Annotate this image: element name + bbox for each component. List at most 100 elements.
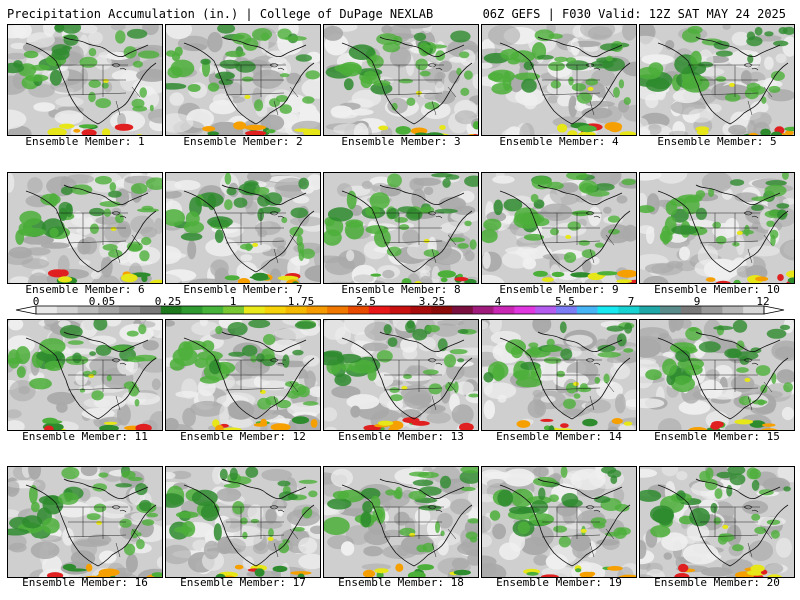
colorbar-swatch [722, 306, 744, 314]
ensemble-map-3[interactable] [323, 24, 479, 136]
header: Precipitation Accumulation (in.) | Colle… [0, 0, 800, 24]
precip-map [482, 467, 636, 577]
colorbar-tick-label: 7 [627, 295, 635, 308]
precip-map [166, 173, 320, 283]
ensemble-member-label: Ensemble Member: 17 [180, 576, 306, 589]
colorbar-swatch [389, 306, 411, 314]
ensemble-member-label: Ensemble Member: 12 [180, 430, 306, 443]
ensemble-map-16[interactable] [7, 466, 163, 578]
ensemble-map-14[interactable] [481, 319, 637, 431]
colorbar-tick-label: 2.5 [356, 295, 376, 308]
colorbar-swatch [597, 306, 619, 314]
precip-map [324, 467, 478, 577]
colorbar-swatch [36, 306, 58, 314]
ensemble-map-7[interactable] [165, 172, 321, 284]
colorbar-tick-label: 9 [693, 295, 701, 308]
precip-map [324, 320, 478, 430]
colorbar-tick-label: 3.25 [418, 295, 446, 308]
precip-map [166, 467, 320, 577]
ensemble-member-label: Ensemble Member: 20 [654, 576, 780, 589]
ensemble-map-11[interactable] [7, 319, 163, 431]
colorbar-swatch [98, 306, 120, 314]
colorbar-tick-label: 0.05 [88, 295, 116, 308]
ensemble-member-label: Ensemble Member: 11 [22, 430, 148, 443]
colorbar-swatch [556, 306, 578, 314]
ensemble-member-label: Ensemble Member: 1 [25, 135, 145, 148]
ensemble-member-label: Ensemble Member: 6 [25, 283, 145, 296]
ensemble-map-18[interactable] [323, 466, 479, 578]
ensemble-member-label: Ensemble Member: 10 [654, 283, 780, 296]
ensemble-map-6[interactable] [7, 172, 163, 284]
ensemble-map-19[interactable] [481, 466, 637, 578]
ensemble-map-17[interactable] [165, 466, 321, 578]
precip-map [324, 25, 478, 135]
colorbar-swatch [535, 306, 557, 314]
ensemble-member-label: Ensemble Member: 14 [496, 430, 622, 443]
run-info: 06Z GEFS | F030 Valid: 12Z SAT MAY 24 20… [482, 7, 786, 21]
ensemble-map-5[interactable] [639, 24, 795, 136]
colorbar-swatch [264, 306, 286, 314]
precip-map [8, 25, 162, 135]
precip-map [166, 25, 320, 135]
ensemble-member-label: Ensemble Member: 3 [341, 135, 461, 148]
colorbar-swatch [223, 306, 245, 314]
colorbar-swatch [472, 306, 494, 314]
ensemble-map-2[interactable] [165, 24, 321, 136]
ensemble-member-label: Ensemble Member: 5 [657, 135, 777, 148]
colorbar-swatch [680, 306, 702, 314]
colorbar-swatch [576, 306, 598, 314]
colorbar-swatch [514, 306, 536, 314]
colorbar-swatch [639, 306, 661, 314]
colorbar-swatch [410, 306, 432, 314]
colorbar [15, 305, 785, 315]
ensemble-map-10[interactable] [639, 172, 795, 284]
ensemble-map-9[interactable] [481, 172, 637, 284]
colorbar-frame [35, 305, 765, 315]
precip-map [324, 173, 478, 283]
ensemble-map-20[interactable] [639, 466, 795, 578]
map-title: Precipitation Accumulation (in.) | Colle… [7, 7, 434, 21]
ensemble-map-8[interactable] [323, 172, 479, 284]
ensemble-map-12[interactable] [165, 319, 321, 431]
precip-map [166, 320, 320, 430]
ensemble-map-1[interactable] [7, 24, 163, 136]
colorbar-swatch [119, 306, 141, 314]
ensemble-member-label: Ensemble Member: 4 [499, 135, 619, 148]
colorbar-tick-label: 0.25 [154, 295, 182, 308]
precip-map [640, 320, 794, 430]
colorbar-swatch [452, 306, 474, 314]
colorbar-swatch [244, 306, 266, 314]
ensemble-member-label: Ensemble Member: 16 [22, 576, 148, 589]
colorbar-tick-label: 0 [32, 295, 40, 308]
colorbar-tick-label: 1 [229, 295, 237, 308]
precip-map [8, 320, 162, 430]
colorbar-swatch [202, 306, 224, 314]
colorbar-swatch [743, 306, 765, 314]
precip-map [640, 467, 794, 577]
ensemble-member-label: Ensemble Member: 2 [183, 135, 303, 148]
ensemble-map-13[interactable] [323, 319, 479, 431]
ensemble-member-label: Ensemble Member: 18 [338, 576, 464, 589]
colorbar-swatch [368, 306, 390, 314]
precip-map [8, 173, 162, 283]
ensemble-map-4[interactable] [481, 24, 637, 136]
precip-map [640, 173, 794, 283]
colorbar-swatch [181, 306, 203, 314]
ensemble-map-15[interactable] [639, 319, 795, 431]
colorbar-swatch [285, 306, 307, 314]
colorbar-tick-label: 12 [756, 295, 770, 308]
ensemble-member-label: Ensemble Member: 13 [338, 430, 464, 443]
colorbar-swatch [77, 306, 99, 314]
colorbar-swatch [306, 306, 328, 314]
colorbar-swatch [56, 306, 78, 314]
ensemble-member-label: Ensemble Member: 19 [496, 576, 622, 589]
precip-map [8, 467, 162, 577]
precip-map [482, 25, 636, 135]
colorbar-swatch [160, 306, 182, 314]
colorbar-tick-label: 1.75 [287, 295, 315, 308]
precip-map [482, 320, 636, 430]
precip-map [640, 25, 794, 135]
colorbar-tick-label: 4 [494, 295, 502, 308]
ensemble-member-label: Ensemble Member: 7 [183, 283, 303, 296]
colorbar-tick-label: 5.5 [555, 295, 575, 308]
